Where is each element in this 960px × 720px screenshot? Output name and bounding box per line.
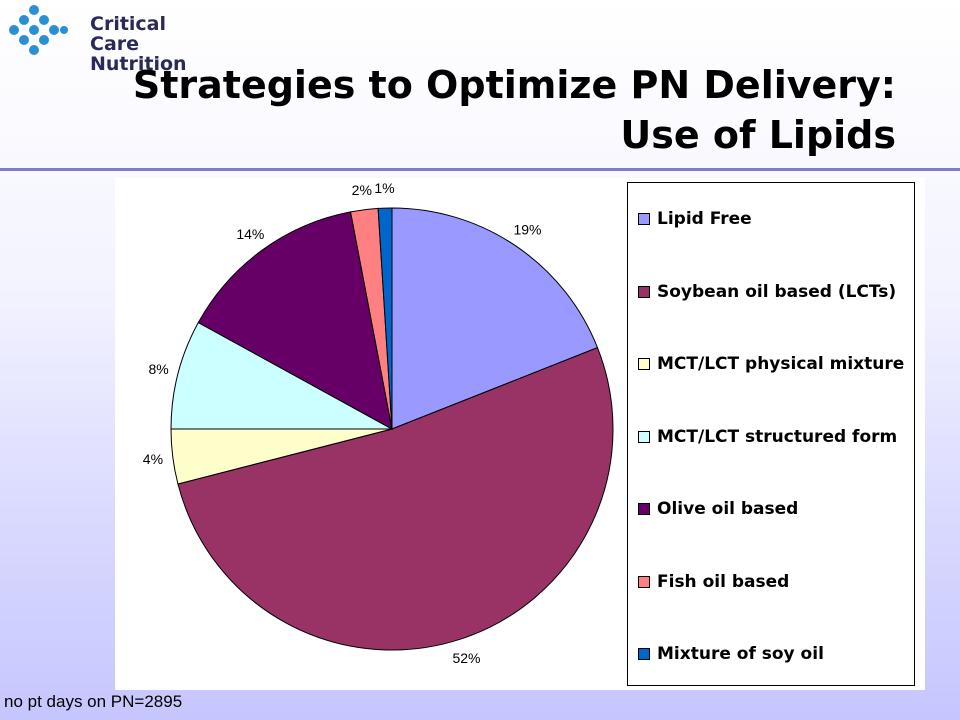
legend-swatch-1 xyxy=(638,285,650,298)
legend-label-3: MCT/LCT structured form xyxy=(657,426,898,447)
legend-item-3: MCT/LCT structured form xyxy=(638,427,897,447)
logo-text: Critical Care Nutrition xyxy=(90,14,204,74)
page-title-line-2: Use of Lipids xyxy=(620,113,896,157)
legend-item-0: Lipid Free xyxy=(638,209,752,229)
pie-slice-label-3: 8% xyxy=(148,361,168,377)
logo-line-1: Critical Care xyxy=(90,13,167,55)
legend-swatch-6 xyxy=(638,648,650,660)
legend-item-4: Olive oil based xyxy=(638,499,798,519)
legend-label-1: Soybean oil based (LCTs) xyxy=(657,281,897,302)
pie-slice-3 xyxy=(170,321,393,430)
legend-label-4: Olive oil based xyxy=(657,499,799,519)
pie-slice-label-2: 4% xyxy=(143,451,163,467)
footnote: no pt days on PN=2895 xyxy=(4,692,183,711)
legend-label-2: MCT/LCT physical mixture xyxy=(657,354,905,374)
legend-swatch-0 xyxy=(638,213,650,225)
pie-slice-label-5: 2% xyxy=(352,182,372,198)
page-title-line-1: Strategies to Optimize PN Delivery: xyxy=(132,63,896,107)
ccn-dots-logo-icon xyxy=(9,5,68,55)
legend-swatch-4 xyxy=(638,503,650,515)
legend-swatch-2 xyxy=(638,358,650,370)
pie-slice-1 xyxy=(177,346,614,651)
pie-slice-label-1: 52% xyxy=(452,650,480,666)
pie-slice-label-4: 14% xyxy=(236,226,264,242)
logo-line-2: Nutrition xyxy=(90,53,187,75)
legend-swatch-3 xyxy=(638,430,650,443)
legend-item-2: MCT/LCT physical mixture xyxy=(638,354,904,374)
legend-swatch-5 xyxy=(638,575,650,588)
legend-item-1: Soybean oil based (LCTs) xyxy=(638,282,896,302)
pie-chart: 19% 52% 4% 8% 14% 2% 1% xyxy=(143,180,614,666)
page-title: Strategies to Optimize PN Delivery: Use … xyxy=(60,60,896,160)
pie-slice-label-6: 1% xyxy=(374,180,394,196)
pie-slice-4 xyxy=(197,211,393,430)
pie-slice-0 xyxy=(391,207,599,430)
legend-label-5: Fish oil based xyxy=(657,571,790,592)
pie-slice-label-0: 19% xyxy=(513,222,541,238)
legend-item-6: Mixture of soy oil xyxy=(638,644,824,664)
pie-slice-6 xyxy=(377,207,393,430)
legend-label-0: Lipid Free xyxy=(657,209,752,229)
chart-area: 19% 52% 4% 8% 14% 2% 1% Lipid Free Soybean oil … xyxy=(115,178,925,690)
chart-legend: Lipid Free Soybean oil based (LCTs) MCT/LC… xyxy=(627,182,915,686)
title-divider xyxy=(0,168,960,171)
logo: Critical Care Nutrition xyxy=(4,4,204,74)
legend-item-5: Fish oil based xyxy=(638,572,789,592)
legend-label-6: Mixture of soy oil xyxy=(657,644,824,664)
